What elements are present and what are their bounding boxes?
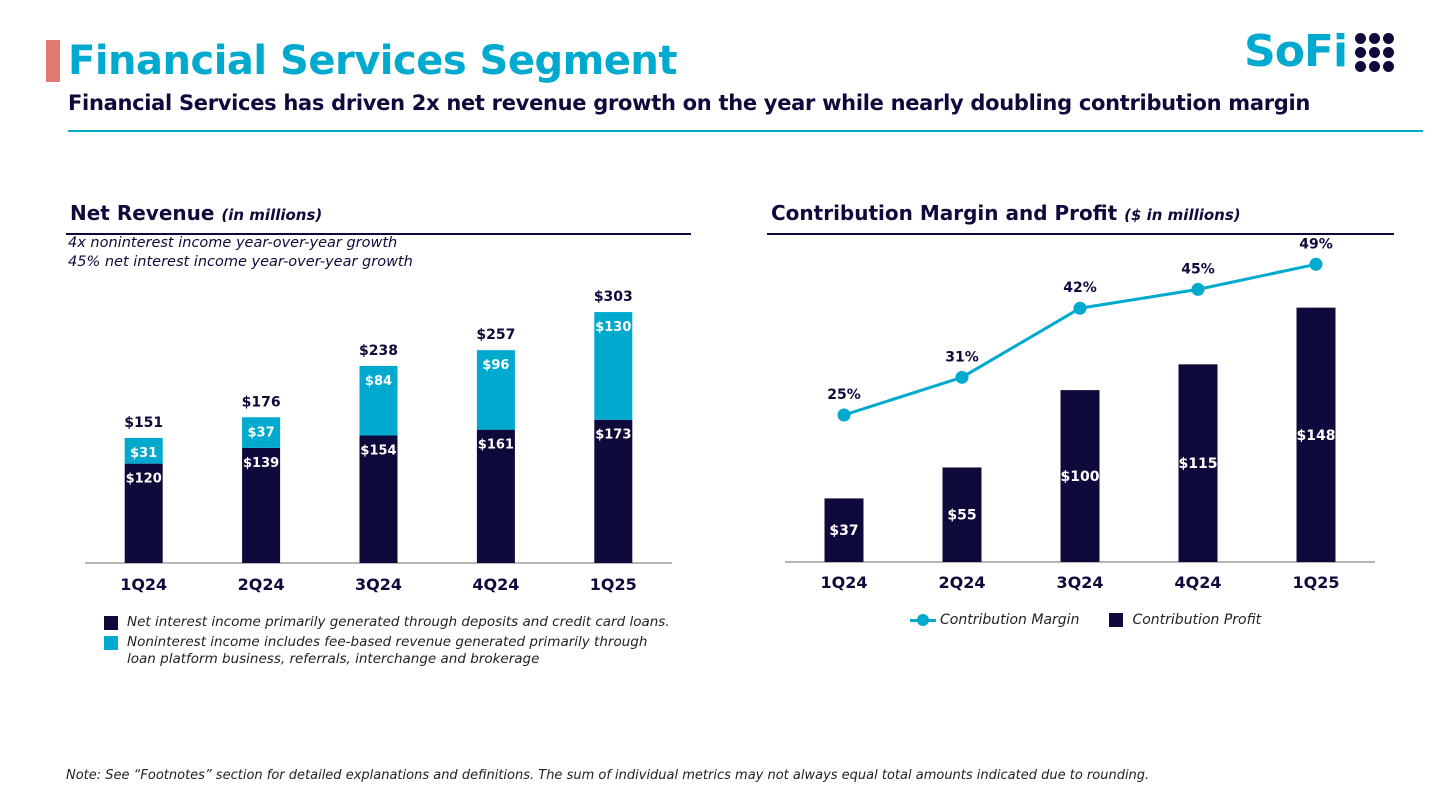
x-tick-label: 1Q24	[821, 573, 868, 592]
footer-note: Note: See “Footnotes” section for detail…	[66, 768, 1150, 783]
total-label: $238	[359, 343, 398, 359]
contribution-margin-point	[955, 370, 969, 384]
logo-text: SoFi	[1244, 26, 1348, 77]
data-label-net-interest: $154	[360, 443, 396, 458]
contribution-unit: ($ in millions)	[1124, 206, 1241, 224]
x-tick-label: 1Q24	[120, 575, 167, 594]
data-label-profit: $148	[1297, 428, 1336, 444]
bar-net-interest	[124, 463, 163, 563]
legend-item-net-interest: Net interest income primarily generated …	[104, 614, 674, 631]
bar-net-interest	[476, 429, 515, 563]
data-label-margin: 31%	[945, 349, 979, 365]
x-tick-label: 3Q24	[355, 575, 402, 594]
net-revenue-note-2: 45% net interest income year-over-year g…	[68, 254, 413, 270]
contribution-rule	[767, 233, 1394, 235]
data-label-profit: $55	[947, 508, 976, 524]
data-label-margin: 25%	[827, 387, 861, 403]
x-tick-label: 2Q24	[939, 573, 986, 592]
net-revenue-rule	[66, 233, 691, 235]
bar-noninterest	[594, 312, 633, 420]
legend-label-margin: Contribution Margin	[940, 612, 1080, 628]
data-label-profit: $37	[829, 523, 858, 539]
sofi-logo: SoFi	[1244, 26, 1395, 77]
legend-label-profit: Contribution Profit	[1132, 612, 1262, 628]
legend-label-net-interest: Net interest income primarily generated …	[127, 614, 670, 630]
legend-swatch-teal	[104, 636, 118, 650]
page-title: Financial Services Segment	[68, 38, 678, 84]
x-tick-label: 2Q24	[238, 575, 285, 594]
title-accent-bar	[46, 40, 60, 82]
data-label-margin: 45%	[1181, 261, 1215, 277]
bar-contribution-profit	[1178, 364, 1218, 562]
net-revenue-note-1: 4x noninterest income year-over-year gro…	[68, 235, 398, 251]
bar-contribution-profit	[942, 467, 982, 562]
contribution-title: Contribution Margin and Profit ($ in mil…	[771, 201, 1241, 225]
contribution-margin-point	[1309, 257, 1323, 271]
legend-label-noninterest: Noninterest income includes fee-based re…	[127, 634, 648, 667]
data-label-profit: $115	[1179, 456, 1218, 472]
data-label-noninterest: $96	[482, 358, 509, 373]
legend-swatch-profit	[1109, 613, 1124, 627]
contribution-margin-point	[837, 408, 851, 422]
contribution-title-text: Contribution Margin and Profit	[771, 201, 1118, 225]
x-tick-label: 4Q24	[1175, 573, 1222, 592]
page-subtitle: Financial Services has driven 2x net rev…	[68, 91, 1311, 115]
net-revenue-legend: Net interest income primarily generated …	[104, 614, 674, 671]
legend-line-marker	[910, 613, 936, 626]
data-label-noninterest: $37	[248, 425, 275, 440]
bar-noninterest	[242, 417, 281, 448]
net-revenue-chart: $120 $31 $151 1Q24 $139 $37 $176 2Q24 $154 $84 $23…	[85, 289, 672, 594]
bar-net-interest	[594, 419, 633, 563]
total-label: $176	[242, 394, 281, 410]
net-revenue-unit: (in millions)	[221, 206, 323, 224]
x-tick-label: 1Q25	[590, 575, 637, 594]
data-label-noninterest: $84	[365, 374, 392, 389]
data-label-net-interest: $161	[478, 438, 514, 453]
data-label-margin: 49%	[1299, 236, 1333, 252]
bar-net-interest	[359, 435, 398, 563]
total-label: $303	[594, 289, 633, 305]
bar-contribution-profit	[1296, 307, 1336, 562]
data-label-margin: 42%	[1063, 280, 1097, 296]
bar-contribution-profit	[824, 498, 864, 562]
data-label-profit: $100	[1061, 469, 1100, 485]
data-label-net-interest: $120	[126, 472, 162, 487]
contribution-margin-point	[1073, 301, 1087, 315]
data-label-net-interest: $173	[595, 428, 631, 443]
legend-item-noninterest: Noninterest income includes fee-based re…	[104, 634, 674, 668]
contribution-margin-point	[1191, 282, 1205, 296]
contribution-chart: $37 1Q24 $55 2Q24 $100 3Q24 $115 4Q24 $148 1Q25 25…	[785, 236, 1375, 592]
total-label: $257	[476, 327, 515, 343]
legend-swatch-navy	[104, 616, 118, 630]
bar-noninterest	[359, 365, 398, 436]
data-label-noninterest: $130	[595, 320, 631, 335]
net-revenue-title-text: Net Revenue	[70, 201, 215, 225]
data-label-net-interest: $139	[243, 456, 279, 471]
net-revenue-title: Net Revenue (in millions)	[70, 201, 322, 225]
contribution-legend: Contribution Margin Contribution Profit	[910, 612, 1261, 628]
x-tick-label: 3Q24	[1057, 573, 1104, 592]
logo-dots-icon	[1355, 32, 1395, 72]
x-tick-label: 4Q24	[472, 575, 519, 594]
data-label-noninterest: $31	[130, 446, 157, 461]
bar-noninterest	[476, 350, 515, 430]
bar-contribution-profit	[1060, 390, 1100, 562]
header-divider	[68, 130, 1423, 132]
bar-noninterest	[124, 437, 163, 464]
total-label: $151	[124, 415, 163, 431]
bar-net-interest	[242, 447, 281, 563]
x-tick-label: 1Q25	[1293, 573, 1340, 592]
